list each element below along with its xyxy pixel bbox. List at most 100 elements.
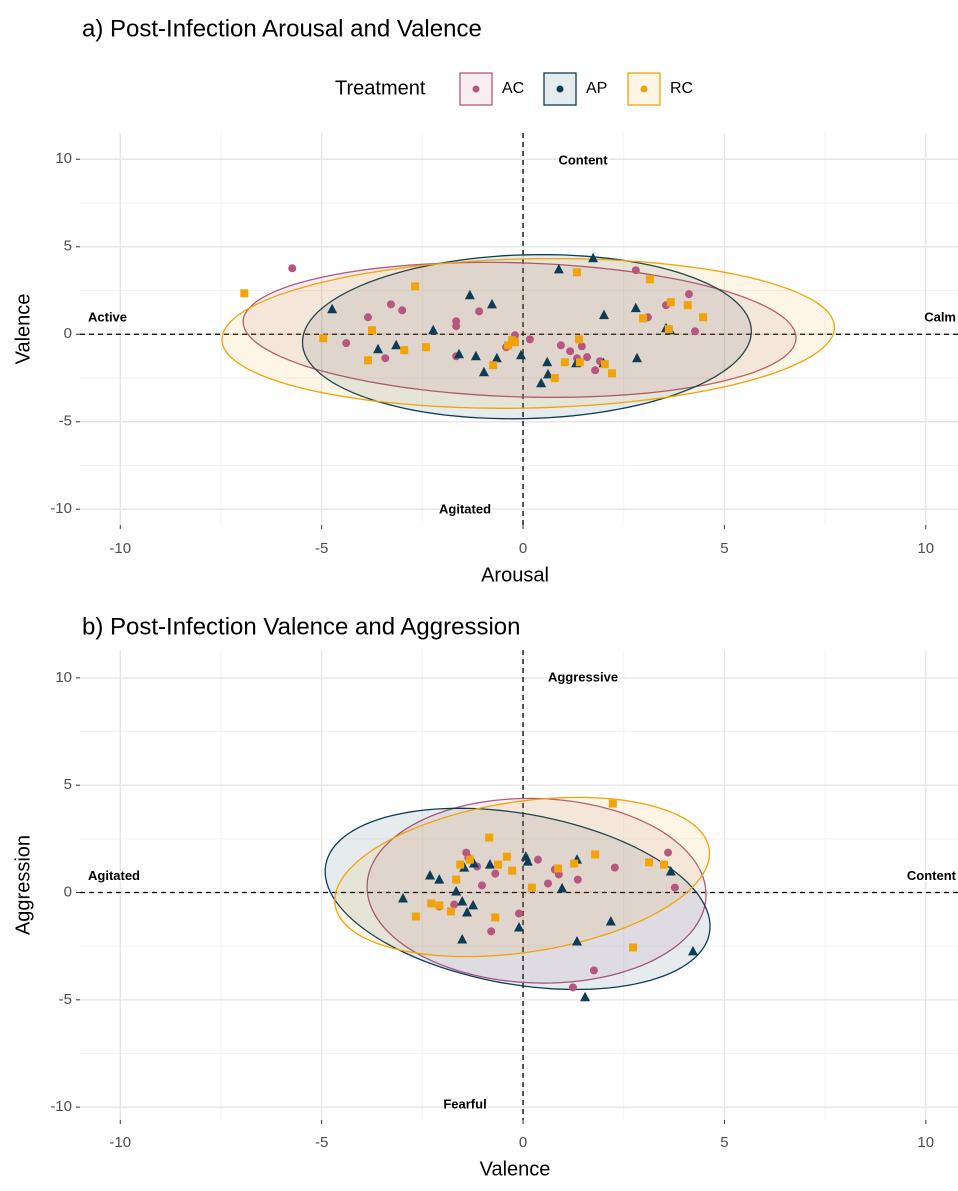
point	[427, 899, 436, 908]
y-tick-label: -5	[59, 991, 72, 1008]
point	[411, 912, 420, 921]
point	[515, 909, 523, 918]
point	[554, 870, 563, 879]
y-axis-label: Aggression	[12, 835, 34, 935]
point	[666, 298, 675, 307]
point	[457, 896, 468, 906]
point	[566, 347, 575, 356]
x-axis-label: Arousal	[481, 564, 549, 586]
point	[645, 275, 654, 284]
point	[485, 859, 496, 869]
point	[373, 343, 384, 354]
point	[342, 339, 351, 348]
point	[608, 369, 617, 378]
point	[665, 865, 676, 876]
point	[691, 327, 700, 336]
point	[327, 303, 338, 314]
point	[459, 862, 470, 872]
point	[464, 289, 475, 300]
point	[391, 339, 402, 350]
x-tick-label: -10	[109, 1134, 131, 1151]
point	[542, 368, 553, 379]
point	[435, 901, 444, 910]
x-axis-label: Valence	[480, 1158, 551, 1180]
point	[452, 322, 461, 331]
point	[632, 352, 643, 363]
point	[434, 874, 445, 884]
y-tick-label: -5	[59, 413, 72, 430]
y-tick-label: 5	[64, 238, 72, 255]
point	[571, 935, 582, 946]
legend-symbol	[640, 85, 648, 93]
point	[630, 302, 641, 313]
point	[570, 859, 579, 868]
x-tick-label: -5	[315, 1134, 328, 1151]
point	[575, 335, 584, 344]
point	[580, 991, 591, 1002]
point	[468, 858, 479, 868]
y-tick-label: 10	[55, 669, 72, 686]
point	[525, 335, 534, 344]
quadrant-label: Aggressive	[548, 669, 618, 684]
point	[557, 882, 568, 893]
point	[684, 290, 693, 299]
point	[475, 307, 484, 316]
point	[664, 848, 673, 857]
point	[400, 346, 409, 355]
confidence-ellipse	[324, 807, 711, 991]
point	[664, 325, 673, 334]
point	[600, 360, 609, 369]
point	[398, 893, 409, 903]
point	[588, 252, 599, 263]
point	[583, 353, 592, 362]
point	[514, 921, 524, 932]
confidence-ellipse	[221, 257, 836, 409]
chart-title: a) Post-Infection Arousal and Valence	[82, 15, 482, 42]
point	[572, 268, 581, 277]
point	[450, 900, 459, 909]
quadrant-label: Fearful	[443, 1096, 486, 1111]
point	[608, 799, 617, 808]
point	[670, 883, 679, 892]
point	[398, 306, 407, 315]
y-tick-label: -10	[50, 1098, 72, 1115]
y-tick-label: 10	[55, 150, 72, 167]
point	[542, 356, 553, 367]
quadrant-label: Agitated	[439, 501, 491, 516]
point	[421, 343, 430, 352]
point	[411, 282, 420, 291]
point	[367, 326, 376, 335]
legend-symbol	[556, 85, 564, 93]
point	[456, 860, 465, 869]
point	[319, 334, 328, 343]
point	[446, 907, 455, 916]
point	[504, 341, 513, 350]
point	[428, 324, 439, 335]
point	[470, 350, 481, 361]
point	[577, 342, 586, 351]
point	[489, 361, 498, 370]
point	[556, 341, 565, 350]
point	[465, 855, 474, 864]
point	[527, 883, 536, 892]
y-tick-label: 5	[64, 776, 72, 793]
point	[589, 966, 598, 975]
quadrant-label: Calm	[924, 310, 956, 325]
x-tick-label: 10	[917, 1134, 934, 1151]
point	[478, 366, 489, 377]
point	[494, 860, 503, 869]
point	[502, 852, 511, 861]
point	[575, 358, 584, 367]
point	[508, 866, 517, 875]
legend-label: AC	[502, 80, 524, 97]
x-tick-label: 5	[720, 540, 728, 557]
legend-key	[627, 72, 661, 106]
point	[591, 850, 600, 859]
point	[510, 338, 519, 347]
point	[240, 289, 249, 298]
x-tick-label: -5	[315, 540, 328, 557]
x-tick-label: 0	[519, 1134, 527, 1151]
point	[491, 869, 500, 878]
